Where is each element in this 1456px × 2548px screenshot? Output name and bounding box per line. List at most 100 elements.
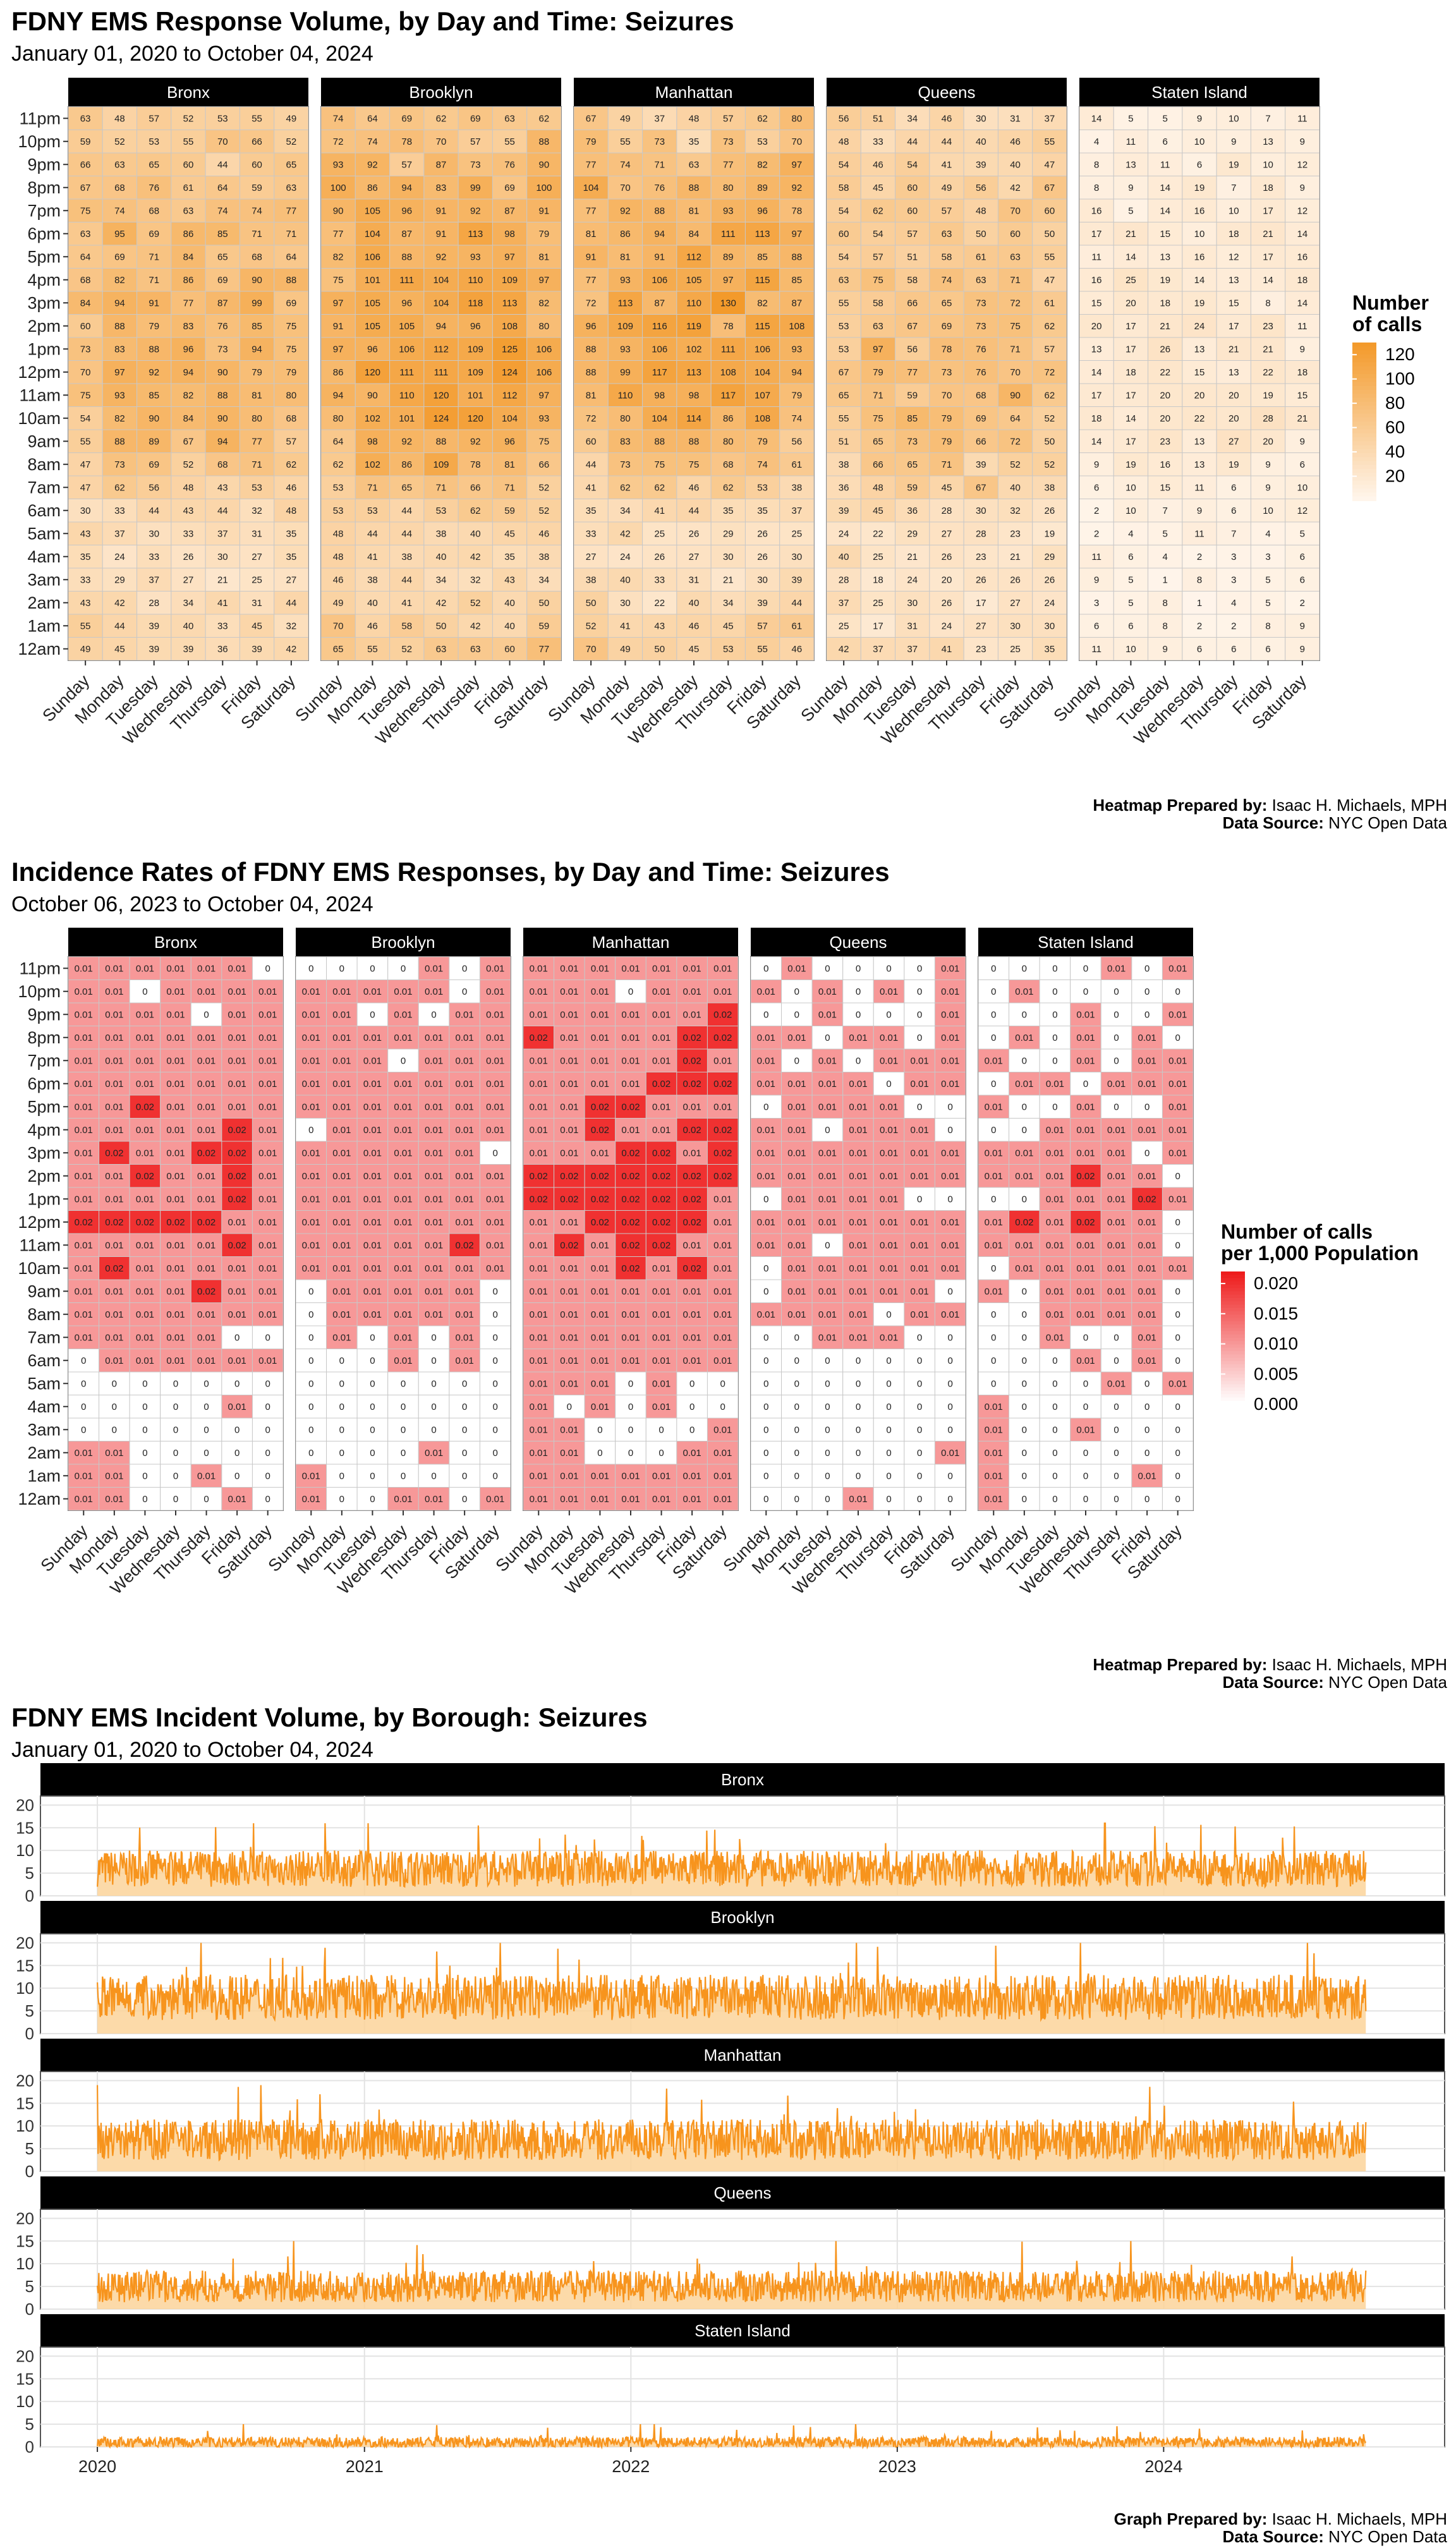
heatmap-cell [479,1048,511,1072]
cell-value-label: 0.01 [166,1286,185,1297]
cell-value-label: 65 [839,390,849,401]
heatmap-cell [274,614,309,638]
cell-value-label: 0.01 [818,1171,837,1182]
cell-value-label: 52 [183,459,194,470]
heatmap-cell [355,567,391,592]
cell-value-label: 6 [1265,644,1270,655]
heatmap-cell [1113,176,1149,200]
cell-value-label: 59 [907,482,918,493]
cell-value-label: 75 [654,459,665,470]
y-tick-label: 15 [16,2369,34,2388]
cell-value-label: 0.01 [363,1309,382,1320]
cell-value-label: 0.01 [228,1309,246,1320]
cell-value-label: 75 [80,390,91,401]
cell-value-label: 43 [504,574,515,585]
cell-value-label: 0.02 [652,1171,670,1182]
heatmap-cell [526,383,562,407]
heatmap-cell [68,1072,100,1096]
cell-value-label: 0.01 [941,1448,959,1459]
cell-value-label: 0 [1052,1101,1057,1112]
heatmap-cell [295,1002,327,1026]
cell-value-label: 19 [1194,183,1205,193]
cell-value-label: 0.01 [911,1309,929,1320]
cell-value-label: 0 [1052,1033,1057,1043]
cell-value-label: 0.02 [713,1148,732,1158]
cell-value-label: 47 [1045,159,1055,170]
heatmap-cell [860,245,896,269]
heatmap-cell [99,1349,130,1373]
heatmap-cell [355,268,391,292]
cell-value-label: 97 [873,344,883,355]
cell-value-label: 0.01 [713,1286,732,1297]
hour-tick-label: 5pm [27,1097,61,1116]
cell-value-label: 75 [689,459,700,470]
heatmap-cell [389,130,425,154]
cell-value-label: 6 [1231,482,1236,493]
heatmap-cell [1148,222,1183,246]
heatmap-cell [1148,106,1183,130]
cell-value-label: 0.01 [591,1033,609,1043]
rates-heatmap-title: Incidence Rates of FDNY EMS Responses, b… [11,857,890,887]
cell-value-label: 114 [686,413,701,424]
cell-value-label: 37 [217,528,228,539]
cell-value-label: 49 [286,113,297,124]
hour-tick-label: 11am [19,385,61,404]
cell-value-label: 60 [1045,205,1055,216]
cell-value-label: 46 [333,574,344,585]
cell-value-label: 62 [723,482,734,493]
cell-value-label: 34 [539,574,550,585]
cell-value-label: 63 [942,229,952,240]
cell-value-label: 0.01 [530,1009,548,1020]
cell-value-label: 0 [308,1125,313,1136]
cell-value-label: 0.01 [985,1171,1003,1182]
cell-value-label: 0.01 [486,1240,504,1251]
cell-value-label: 0 [1083,1378,1088,1389]
cell-value-label: 57 [907,229,918,240]
cell-value-label: 0.01 [880,1033,898,1043]
cell-value-label: 60 [586,436,597,447]
cell-value-label: 0.01 [456,1309,474,1320]
cell-value-label: 0.01 [486,1494,504,1505]
cell-value-label: 0.01 [228,1217,246,1228]
heatmap-cell [479,980,511,1004]
cell-value-label: 0.01 [591,1471,609,1481]
cell-value-label: 0.01 [228,986,246,997]
heatmap-cell [320,245,356,269]
cell-value-label: 9 [1128,183,1133,193]
heatmap-cell [1032,591,1067,615]
heatmap-cell [171,176,206,200]
heatmap-cell [573,545,609,569]
cell-value-label: 75 [286,321,297,332]
legend-gradient-step [1352,441,1376,446]
heatmap-cell [744,152,780,176]
heatmap-cell [136,360,172,384]
cell-value-label: 105 [365,321,380,332]
cell-value-label: 0.01 [652,1125,670,1136]
hour-tick-label: 8pm [27,1028,61,1047]
cell-value-label: 79 [586,136,597,147]
heatmap-cell [1182,176,1217,200]
cell-value-label: 0.01 [136,963,154,974]
cell-value-label: 26 [1160,344,1170,355]
cell-value-label: 10 [1228,113,1239,124]
cell-value-label: 70 [586,644,597,655]
panel-label: Bronx [721,1770,764,1789]
hour-tick-label: 3pm [27,293,61,312]
cell-value-label: 108 [789,321,804,332]
cell-value-label: 53 [252,482,262,493]
cell-value-label: 0 [1144,1448,1150,1459]
heatmap-cell [1216,222,1251,246]
heatmap-cell [607,406,643,430]
cell-value-label: 0.01 [75,986,93,997]
heatmap-cell [1032,406,1067,430]
hour-tick-label: 4pm [27,1120,61,1139]
cell-value-label: 0 [142,1402,147,1412]
cell-value-label: 0 [1144,1378,1150,1389]
cell-value-label: 0.01 [818,1286,837,1297]
cell-value-label: 106 [365,252,380,262]
cell-value-label: 26 [757,552,768,562]
cell-value-label: 0.01 [591,1286,609,1297]
cell-value-label: 69 [149,229,159,240]
hour-tick-label: 12am [18,640,61,658]
cell-value-label: 0.01 [849,1309,867,1320]
